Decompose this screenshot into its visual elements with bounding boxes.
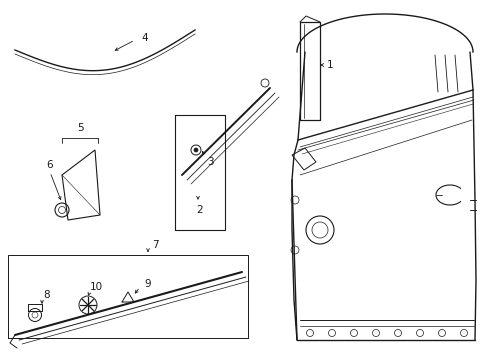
Text: 10: 10 (89, 282, 102, 292)
Text: 8: 8 (43, 290, 50, 300)
Text: 4: 4 (142, 33, 148, 43)
Text: 5: 5 (77, 123, 83, 133)
Text: 3: 3 (206, 157, 213, 167)
Circle shape (194, 148, 198, 152)
Text: 7: 7 (151, 240, 158, 250)
Text: 6: 6 (46, 160, 53, 170)
Text: 9: 9 (144, 279, 151, 289)
Text: 1: 1 (326, 60, 333, 70)
Text: 2: 2 (196, 205, 203, 215)
